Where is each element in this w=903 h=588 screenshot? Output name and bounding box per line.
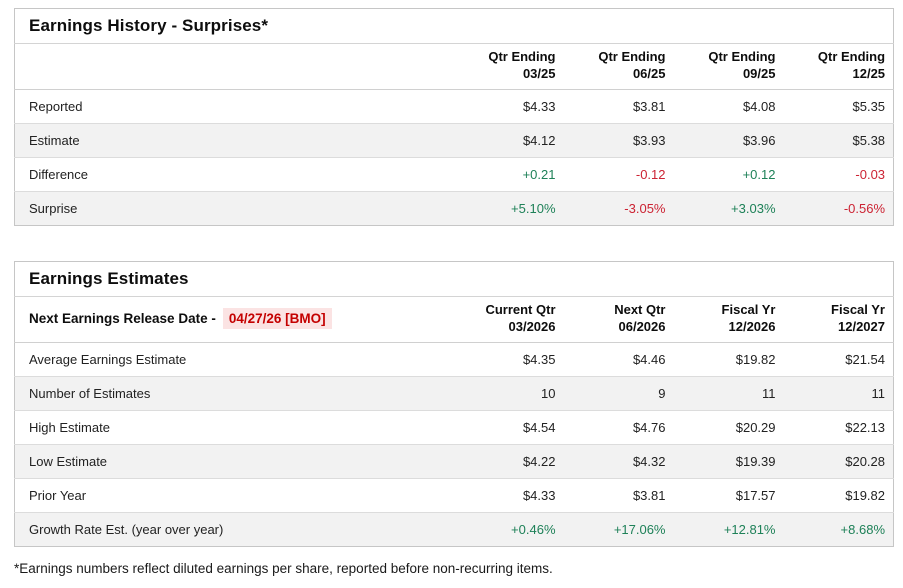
history-col-header-1: Qtr Ending 06/25: [563, 43, 674, 90]
earnings-estimates-header-row: Next Earnings Release Date - 04/27/26 [BM…: [14, 296, 894, 343]
value-cell: -0.03: [855, 166, 886, 182]
earnings-history-title: Earnings History - Surprises*: [14, 8, 894, 44]
value-cell: 9: [658, 385, 666, 401]
value-cell: $20.28: [845, 453, 885, 469]
history-col-header-2: Qtr Ending 09/25: [673, 43, 784, 90]
value-cell: $4.54: [522, 419, 556, 435]
table-row: Estimate $4.12 $3.93 $3.96 $5.38: [14, 123, 894, 158]
row-label: Reported: [29, 98, 83, 114]
row-label: Surprise: [29, 200, 78, 216]
next-earnings-release: Next Earnings Release Date - 04/27/26 [BM…: [14, 296, 444, 343]
value-cell: 11: [762, 385, 776, 401]
value-cell: $17.57: [735, 487, 776, 503]
release-date-highlight: 04/27/26 [BMO]: [222, 308, 332, 330]
row-label: High Estimate: [29, 419, 110, 435]
value-cell: +3.03%: [731, 200, 776, 216]
table-row: Prior Year $4.33 $3.81 $17.57 $19.82: [14, 478, 894, 512]
value-cell: $4.76: [632, 419, 666, 435]
table-row: High Estimate $4.54 $4.76 $20.29 $22.13: [14, 410, 894, 444]
estimates-col-header-2: Fiscal Yr 12/2026: [673, 296, 784, 343]
table-row: Difference +0.21 -0.12 +0.12 -0.03: [14, 157, 894, 191]
row-label: Difference: [29, 166, 89, 182]
table-row: Growth Rate Est. (year over year) +0.46%…: [14, 512, 894, 547]
value-cell: 10: [541, 385, 556, 401]
value-cell: $19.39: [735, 453, 776, 469]
value-cell: $4.33: [522, 487, 556, 503]
history-col-header-3: Qtr Ending 12/25: [783, 43, 894, 90]
row-label: Prior Year: [29, 487, 87, 503]
value-cell: +0.46%: [511, 521, 556, 537]
history-header-spacer: [14, 43, 444, 90]
value-cell: $5.38: [852, 132, 886, 148]
value-cell: $21.54: [845, 351, 885, 367]
value-cell: $19.82: [845, 487, 885, 503]
value-cell: +0.21: [522, 166, 556, 182]
earnings-estimates-title: Earnings Estimates: [14, 261, 894, 297]
value-cell: $4.22: [522, 453, 556, 469]
table-row: Number of Estimates 10 9 11 11: [14, 376, 894, 411]
release-label: Next Earnings Release Date -: [29, 311, 216, 327]
earnings-history-header-row: Qtr Ending 03/25 Qtr Ending 06/25 Qtr En…: [14, 43, 894, 90]
value-cell: +0.12: [742, 166, 776, 182]
value-cell: $20.29: [735, 419, 776, 435]
earnings-history-title-row: Earnings History - Surprises*: [14, 8, 894, 44]
value-cell: -0.12: [635, 166, 666, 182]
row-label: Number of Estimates: [29, 385, 151, 401]
value-cell: $19.82: [735, 351, 776, 367]
value-cell: $3.96: [742, 132, 776, 148]
row-label: Low Estimate: [29, 453, 108, 469]
value-cell: -3.05%: [624, 200, 666, 216]
value-cell: 11: [871, 385, 886, 401]
estimates-col-header-3: Fiscal Yr 12/2027: [783, 296, 894, 343]
value-cell: $22.13: [845, 419, 885, 435]
row-label: Average Earnings Estimate: [29, 351, 187, 367]
value-cell: $4.08: [742, 98, 776, 114]
table-row: Average Earnings Estimate $4.35 $4.46 $1…: [14, 342, 894, 376]
value-cell: $3.81: [632, 487, 666, 503]
value-cell: $3.81: [632, 98, 666, 114]
table-row: Reported $4.33 $3.81 $4.08 $5.35: [14, 89, 894, 123]
value-cell: $4.33: [522, 98, 556, 114]
value-cell: $4.12: [522, 132, 556, 148]
history-col-header-0: Qtr Ending 03/25: [443, 43, 564, 90]
row-label: Growth Rate Est. (year over year): [29, 521, 224, 537]
table-row: Surprise +5.10% -3.05% +3.03% -0.56%: [14, 191, 894, 226]
value-cell: +8.68%: [840, 521, 885, 537]
earnings-estimates-title-row: Earnings Estimates: [14, 261, 894, 297]
row-label: Estimate: [29, 132, 80, 148]
value-cell: +17.06%: [613, 521, 666, 537]
value-cell: +12.81%: [723, 521, 776, 537]
value-cell: $4.35: [522, 351, 556, 367]
footnote: *Earnings numbers reflect diluted earnin…: [14, 561, 553, 576]
table-row: Low Estimate $4.22 $4.32 $19.39 $20.28: [14, 444, 894, 479]
earnings-estimates-table: Earnings Estimates Next Earnings Release…: [14, 261, 894, 547]
estimates-col-header-1: Next Qtr 06/2026: [563, 296, 674, 343]
value-cell: $4.46: [632, 351, 666, 367]
value-cell: -0.56%: [843, 200, 886, 216]
value-cell: $4.32: [632, 453, 666, 469]
value-cell: +5.10%: [511, 200, 556, 216]
earnings-history-table: Earnings History - Surprises* Qtr Ending…: [14, 8, 895, 226]
estimates-col-header-0: Current Qtr 03/2026: [443, 296, 564, 343]
value-cell: $3.93: [632, 132, 666, 148]
value-cell: $5.35: [852, 98, 886, 114]
